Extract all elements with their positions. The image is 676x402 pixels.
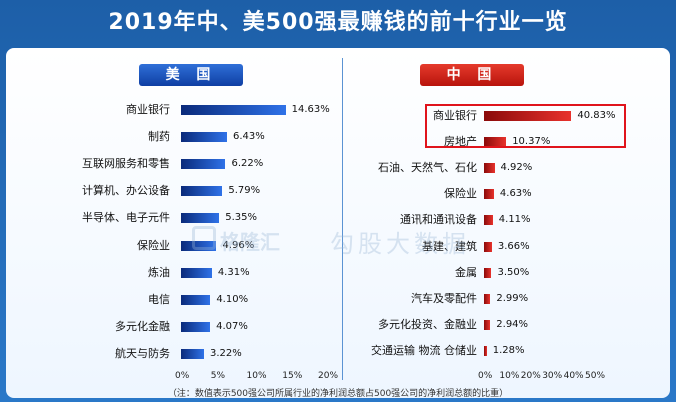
- china-bar: [484, 345, 487, 356]
- china-value-label: 2.94%: [496, 318, 529, 330]
- china-x-tick-label: 50%: [585, 371, 606, 381]
- us-category-label: 互联网服务和零售: [82, 157, 170, 171]
- china-category-label: 交通运输 物流 仓储业: [371, 343, 477, 357]
- china-value-label: 2.99%: [496, 292, 529, 304]
- us-value-label: 14.63%: [291, 104, 330, 115]
- china-x-tick-label: 40%: [563, 371, 584, 381]
- us-bar: [181, 132, 227, 143]
- us-value-label: 5.79%: [228, 185, 261, 197]
- us-value-label: 6.22%: [231, 158, 264, 170]
- china-x-tick-label: 0%: [478, 371, 493, 381]
- china-x-tick-label: 10%: [499, 371, 520, 381]
- us-bar: [181, 240, 217, 251]
- china-bar: [484, 267, 492, 278]
- china-value-label: 4.63%: [499, 188, 532, 200]
- china-bar: [484, 189, 494, 200]
- china-bar: [484, 137, 507, 148]
- us-category-label: 计算机、办公设备: [82, 184, 170, 198]
- china-bar: [484, 319, 491, 330]
- china-x-tick-label: 30%: [542, 371, 563, 381]
- us-bar: [181, 294, 211, 305]
- china-bar: [484, 111, 572, 121]
- china-value-label: 4.92%: [500, 162, 533, 174]
- us-category-label: 保险业: [137, 238, 170, 252]
- us-value-label: 4.07%: [216, 320, 248, 332]
- china-chart-header: 中 国: [420, 64, 524, 86]
- us-category-label: 航天与防务: [115, 346, 170, 360]
- us-bar: [181, 186, 223, 197]
- us-bar: [181, 105, 286, 115]
- footnote: （注：数值表示500强公司所属行业的净利润总额占500强公司的净利润总额的比重）: [167, 389, 509, 399]
- china-value-label: 40.83%: [577, 110, 616, 121]
- us-category-label: 炼油: [148, 265, 170, 279]
- us-bar: [181, 159, 226, 170]
- us-category-label: 制药: [148, 130, 170, 144]
- us-value-label: 5.35%: [225, 212, 258, 224]
- us-bar: [181, 213, 220, 224]
- us-value-label: 6.43%: [232, 131, 265, 143]
- center-divider: [342, 58, 343, 380]
- us-x-tick-label: 0%: [175, 371, 190, 381]
- us-value-label: 4.96%: [222, 239, 255, 251]
- china-category-label: 金属: [455, 265, 477, 279]
- china-bar: [484, 163, 495, 174]
- china-category-label: 商业银行: [433, 109, 477, 122]
- us-chart-header: 美 国: [139, 64, 243, 86]
- us-category-label: 商业银行: [126, 103, 170, 116]
- china-x-tick-label: 20%: [520, 371, 541, 381]
- china-category-label: 石油、天然气、石化: [378, 161, 477, 175]
- china-value-label: 4.11%: [498, 214, 531, 226]
- china-category-label: 通讯和通讯设备: [400, 213, 477, 227]
- us-category-label: 多元化金融: [115, 319, 170, 333]
- us-value-label: 3.22%: [210, 347, 242, 359]
- us-bar: [181, 348, 205, 359]
- chart-panel: [6, 48, 670, 398]
- china-category-label: 保险业: [444, 187, 477, 201]
- page-title: 2019年中、美500强最赚钱的前十行业一览: [108, 10, 568, 35]
- china-bar: [484, 215, 493, 226]
- us-value-label: 4.10%: [216, 293, 249, 305]
- us-bar: [181, 267, 212, 278]
- china-category-label: 汽车及零配件: [411, 291, 477, 305]
- us-category-label: 半导体、电子元件: [82, 211, 170, 225]
- china-category-label: 基建、建筑: [422, 239, 477, 253]
- us-bar: [181, 321, 211, 332]
- china-value-label: 3.50%: [497, 266, 530, 278]
- china-category-label: 多元化投资、金融业: [378, 317, 477, 331]
- china-bar: [484, 293, 491, 304]
- china-value-label: 3.66%: [497, 240, 530, 252]
- us-x-tick-label: 20%: [318, 371, 339, 381]
- us-x-tick-label: 5%: [210, 371, 226, 381]
- us-value-label: 4.31%: [217, 266, 250, 278]
- china-value-label: 10.37%: [512, 136, 551, 148]
- highlight-box: [425, 104, 626, 148]
- us-x-tick-label: 10%: [246, 371, 267, 381]
- us-x-tick-label: 15%: [282, 371, 303, 381]
- us-category-label: 电信: [148, 292, 170, 306]
- china-category-label: 房地产: [444, 135, 477, 149]
- china-bar: [484, 241, 492, 252]
- china-value-label: 1.28%: [492, 344, 525, 356]
